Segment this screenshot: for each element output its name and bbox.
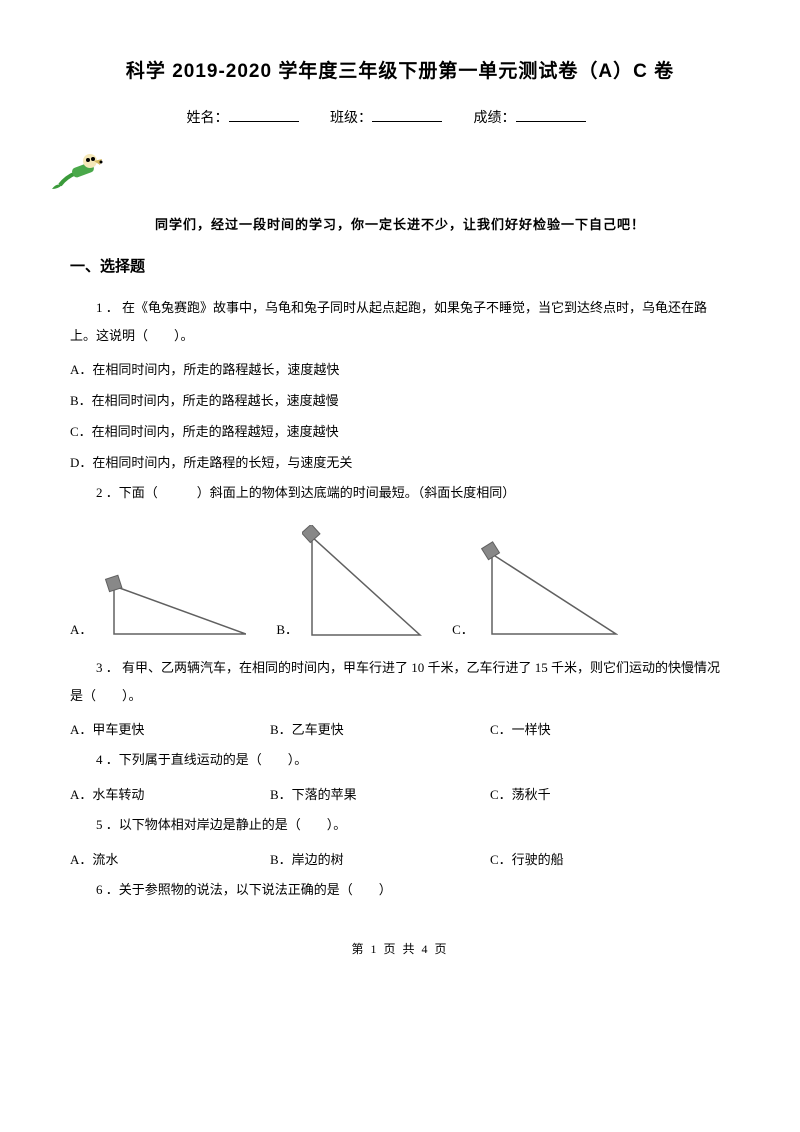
question-3-options: A．甲车更快 B．乙车更快 C．一样快 xyxy=(70,719,730,738)
question-2-figures: A． B． C． xyxy=(70,525,730,640)
question-4-options: A．水车转动 B．下落的苹果 C．荡秋千 xyxy=(70,784,730,803)
q3-option-b: B．乙车更快 xyxy=(270,719,490,738)
q2-label-c: C． xyxy=(452,619,474,640)
q5-option-a: A．流水 xyxy=(70,849,270,868)
q1-option-a: A．在相同时间内，所走的路程越长，速度越快 xyxy=(70,354,730,385)
triangle-b-icon xyxy=(302,525,422,640)
student-info-line: 姓名： 班级： 成绩： xyxy=(70,107,730,127)
pencil-icon xyxy=(50,147,110,195)
question-1-options: A．在相同时间内，所走的路程越长，速度越快 B．在相同时间内，所走的路程越长，速… xyxy=(70,354,730,479)
q1-option-b: B．在相同时间内，所走的路程越长，速度越慢 xyxy=(70,385,730,416)
class-label: 班级： xyxy=(330,111,372,126)
name-label: 姓名： xyxy=(187,111,229,126)
q2-label-a: A． xyxy=(70,619,92,640)
q3-option-a: A．甲车更快 xyxy=(70,719,270,738)
question-3-stem: 3 ． 有甲、乙两辆汽车，在相同的时间内，甲车行进了 10 千米，乙车行进了 1… xyxy=(70,654,730,710)
q3-option-c: C．一样快 xyxy=(490,719,551,738)
score-label: 成绩： xyxy=(474,111,516,126)
q2-label-b: B． xyxy=(276,619,298,640)
q2-option-a: A． xyxy=(70,568,246,640)
question-5-options: A．流水 B．岸边的树 C．行驶的船 xyxy=(70,849,730,868)
q4-option-a: A．水车转动 xyxy=(70,784,270,803)
question-4-stem: 4 ．下列属于直线运动的是（ ）。 xyxy=(70,746,730,774)
score-blank xyxy=(516,107,586,122)
question-2-stem: 2 ．下面（ ）斜面上的物体到达底端的时间最短。（斜面长度相同） xyxy=(70,479,730,507)
class-blank xyxy=(372,107,442,122)
q2-option-c: C． xyxy=(452,540,618,640)
name-blank xyxy=(229,107,299,122)
question-6-stem: 6 ．关于参照物的说法，以下说法正确的是（ ） xyxy=(70,876,730,904)
page-title: 科学 2019-2020 学年度三年级下册第一单元测试卷（A）C 卷 xyxy=(70,56,730,83)
page: 科学 2019-2020 学年度三年级下册第一单元测试卷（A）C 卷 姓名： 班… xyxy=(0,0,800,997)
question-1-stem: 1 ． 在《龟兔赛跑》故事中，乌龟和兔子同时从起点起跑，如果兔子不睡觉，当它到达… xyxy=(70,294,730,350)
q1-option-d: D．在相同时间内，所走路程的长短，与速度无关 xyxy=(70,447,730,478)
q4-option-b: B．下落的苹果 xyxy=(270,784,490,803)
question-5-stem: 5 ．以下物体相对岸边是静止的是（ ）。 xyxy=(70,811,730,839)
page-footer: 第 1 页 共 4 页 xyxy=(70,940,730,957)
triangle-a-icon xyxy=(96,568,246,640)
section-1-header: 一、选择题 xyxy=(70,255,730,276)
pencil-decoration xyxy=(50,147,730,200)
q5-option-c: C．行驶的船 xyxy=(490,849,564,868)
q5-option-b: B．岸边的树 xyxy=(270,849,490,868)
q4-option-c: C．荡秋千 xyxy=(490,784,551,803)
triangle-c-icon xyxy=(478,540,618,640)
encourage-text: 同学们，经过一段时间的学习，你一定长进不少，让我们好好检验一下自己吧！ xyxy=(70,214,730,233)
q1-option-c: C．在相同时间内，所走的路程越短，速度越快 xyxy=(70,416,730,447)
q2-option-b: B． xyxy=(276,525,422,640)
